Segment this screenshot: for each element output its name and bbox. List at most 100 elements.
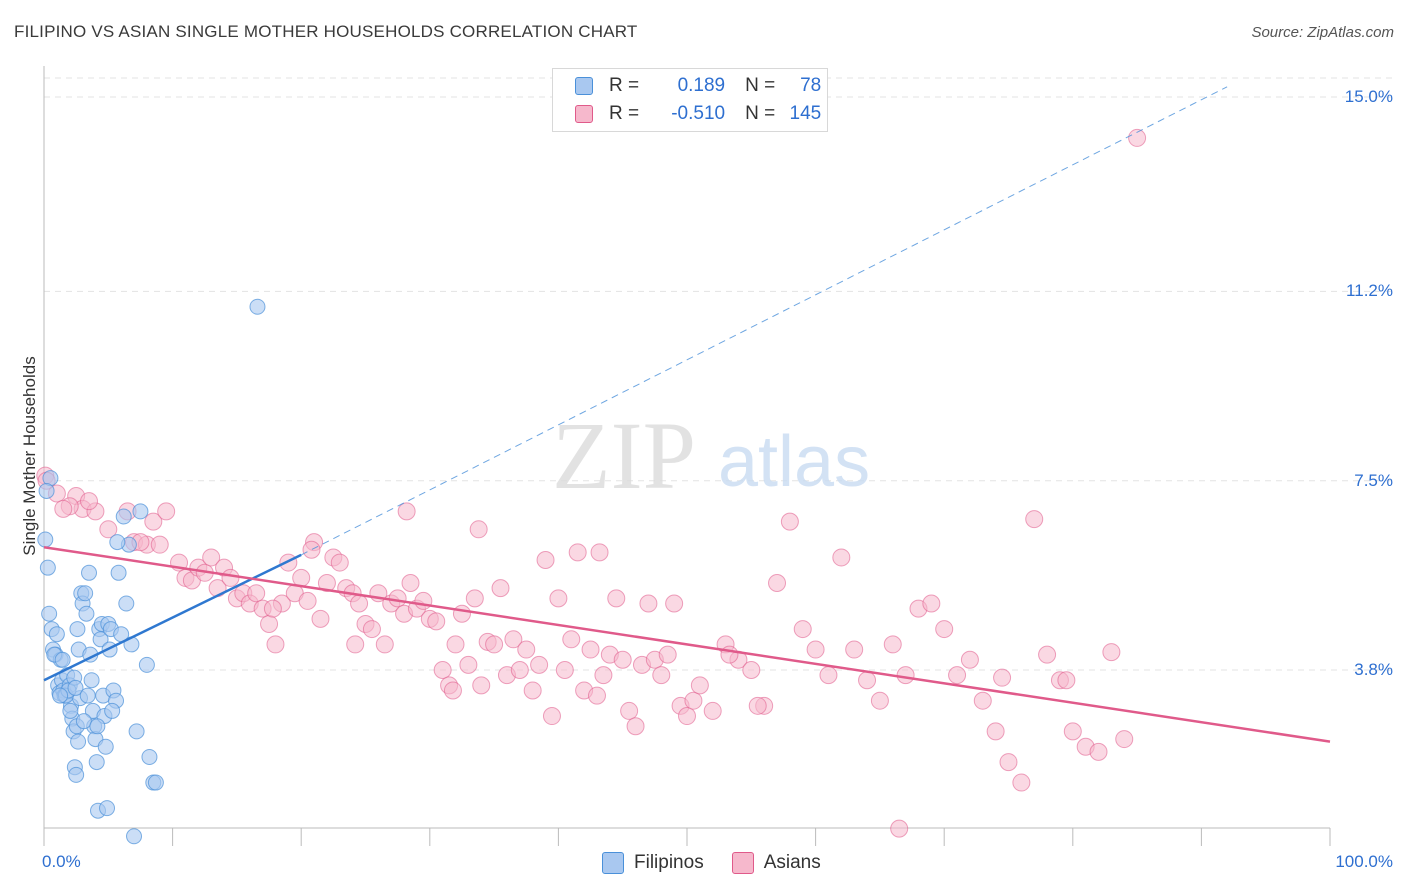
asian-point [703,701,722,720]
asian-point [54,499,73,518]
asian-point [780,512,799,531]
asian-point [80,492,99,511]
asian-point [890,819,909,838]
asian-point [613,650,632,669]
asian-point [247,584,266,603]
asian-point [999,753,1018,772]
filipino-point [39,559,56,576]
filipino-point [110,564,127,581]
asian-point [362,620,381,639]
filipino-trend-line [43,553,302,682]
asian-point [587,686,606,705]
asian-point [581,640,600,659]
asian-point [620,701,639,720]
asian-point [292,568,311,587]
asian-point [446,635,465,654]
filipino-point [83,672,100,689]
asian-point [443,681,462,700]
filipino-point [37,531,54,548]
asian-point [819,666,838,685]
watermark: ZIP atlas [552,402,870,509]
filipino-point [41,605,58,622]
asian-point [562,630,581,649]
x-tick-max: 100.0% [1335,852,1393,871]
legend-n-label: N = [745,103,776,124]
asian-point [555,661,574,679]
filipino-point [81,564,98,581]
asian-point [150,535,169,554]
asian-point [626,717,645,736]
axes [43,66,1331,846]
series-legend-asians[interactable]: Asians [731,852,821,874]
filipino-point [109,534,126,551]
asian-point [279,553,298,572]
asian-point [433,661,452,679]
asian-point [742,661,761,679]
series-legend-filipinos[interactable]: Filipinos [602,852,704,874]
asian-point [266,635,285,654]
asian-point [388,589,407,608]
asian-point [652,666,671,685]
asian-point [317,574,336,593]
asian-point [375,635,394,654]
series-label-asians: Asians [763,852,821,873]
asian-point [469,520,488,539]
legend-r-value: 0.189 [677,75,726,96]
filipino-trend-extension [300,86,1228,556]
legend-swatch-filipinos [575,77,593,95]
filipino-point [77,585,94,602]
asian-point [523,681,542,700]
y-tick-label: 7.5% [1354,470,1393,490]
asian-point [594,666,613,685]
asian-point [542,707,561,726]
filipino-point [38,482,55,499]
asian-point [806,640,825,659]
chart-title: FILIPINO VS ASIAN SINGLE MOTHER HOUSEHOL… [14,22,638,41]
series-label-filipinos: Filipinos [634,852,704,873]
filipino-point [78,605,95,622]
asian-point [678,707,696,726]
asian-point [99,520,118,539]
filipino-point [249,298,266,315]
legend-n-value: 78 [800,75,822,96]
correlation-legend: R = 0.189 N = 78 R = -0.510 N = 145 [552,68,828,132]
asian-point [1025,510,1044,529]
asian-point [922,594,941,613]
asian-point [1038,645,1057,664]
asian-point [157,502,176,521]
filipino-point [67,679,84,696]
asian-point [568,543,587,562]
asian-point [260,614,279,633]
filipino-point [54,651,71,668]
filipino-point [48,626,65,643]
asian-point [858,671,877,690]
filipino-point [70,733,87,750]
filipino-point [75,713,92,730]
x-tick-min: 0.0% [42,852,81,871]
asian-point [1089,742,1108,761]
watermark-zip: ZIP [552,402,696,509]
asian-point [768,574,787,593]
asian-point [590,543,609,562]
legend-n-value: 145 [789,103,822,124]
asian-point [144,512,163,531]
filipino-points [37,298,266,845]
legend-r-label: R = [609,75,640,96]
asian-point [397,502,416,521]
trend-lines [43,86,1331,743]
series-swatch-filipinos [602,852,624,874]
asian-point [639,594,658,613]
filipino-point [89,718,106,735]
asian-point [1057,671,1076,690]
filipino-point [126,828,143,845]
filipino-point [118,595,135,612]
watermark-atlas: atlas [718,422,870,502]
asian-point [517,640,536,659]
asian-point [427,612,446,631]
asian-point [935,620,954,639]
asian-point [530,655,549,674]
asian-point [401,574,420,593]
asian-point [1012,773,1031,792]
asian-point [793,620,812,639]
asian-point [221,568,240,587]
